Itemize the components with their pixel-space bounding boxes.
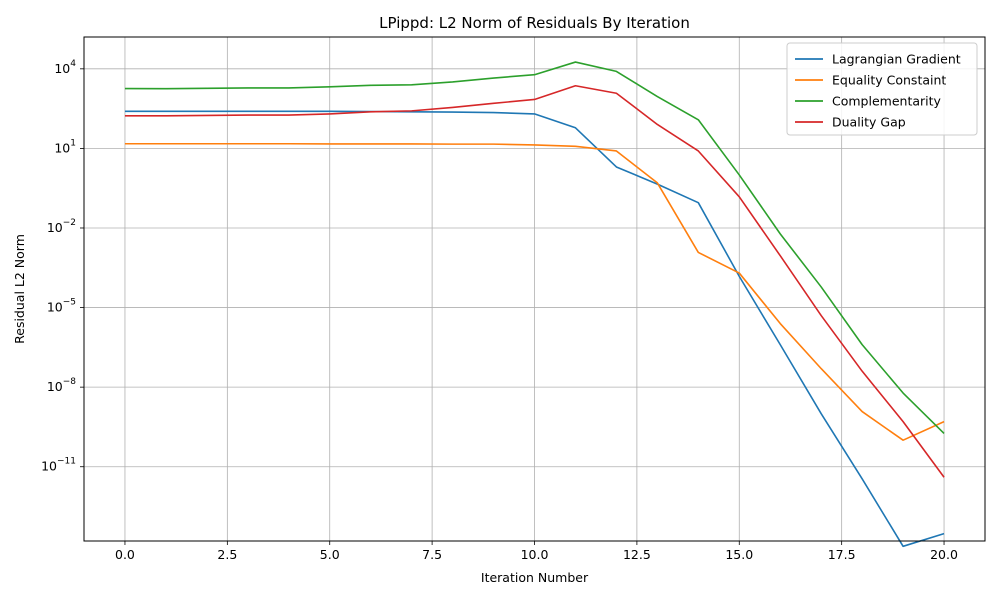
legend-label: Lagrangian Gradient	[832, 52, 961, 67]
y-tick-label: 10−5	[47, 298, 76, 315]
y-tick-label: 101	[54, 138, 76, 155]
y-tick-label: 104	[54, 59, 76, 76]
x-tick-label: 0.0	[115, 547, 135, 562]
x-tick-label: 17.5	[828, 547, 856, 562]
legend-label: Complementarity	[832, 94, 942, 109]
series-line-equality-constaint	[124, 142, 945, 442]
x-ticks: 0.0 2.5 5.0 7.5 10.0 12.5 15.0 17.5 20.0	[115, 541, 958, 562]
x-tick-label: 12.5	[623, 547, 651, 562]
y-axis-label: Residual L2 Norm	[12, 234, 27, 344]
series-layer	[124, 61, 945, 548]
chart-title: LPippd: L2 Norm of Residuals By Iteratio…	[379, 14, 690, 32]
legend-label: Equality Constaint	[832, 73, 946, 88]
y-ticks: 10−11 10−8 10−5 10−2 101 104	[41, 59, 84, 474]
x-tick-label: 7.5	[422, 547, 442, 562]
y-tick-label: 10−8	[47, 377, 76, 394]
x-tick-label: 10.0	[521, 547, 549, 562]
x-tick-label: 20.0	[930, 547, 958, 562]
legend-box	[786, 42, 978, 136]
x-axis-label: Iteration Number	[481, 570, 589, 585]
x-tick-label: 15.0	[725, 547, 753, 562]
series-line-duality-gap	[124, 84, 945, 478]
y-tick-label: 10−2	[47, 218, 76, 235]
series-line-complementarity	[124, 61, 945, 434]
legend-label: Duality Gap	[832, 115, 906, 130]
x-tick-label: 5.0	[320, 547, 340, 562]
x-tick-label: 2.5	[217, 547, 237, 562]
legend: Lagrangian Gradient Equality Constaint Com…	[786, 42, 978, 136]
y-tick-label: 10−11	[41, 457, 76, 474]
series-line-lagrangian-gradient	[124, 110, 945, 548]
